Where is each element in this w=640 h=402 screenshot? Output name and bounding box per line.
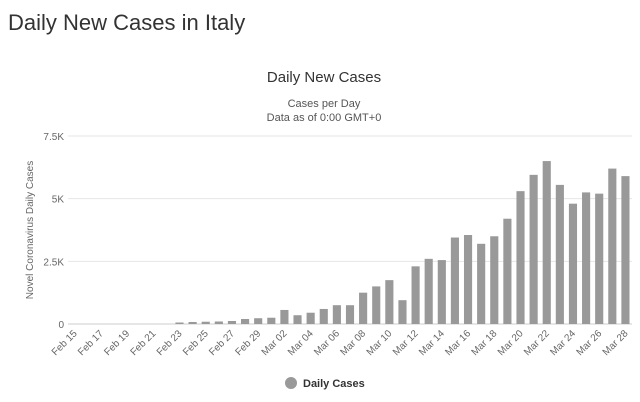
x-tick-label: Feb 17 — [76, 328, 106, 358]
bar[interactable] — [319, 308, 328, 324]
x-tick-label: Feb 21 — [129, 328, 159, 358]
bar-series-daily-cases — [175, 161, 630, 325]
x-tick-label: Mar 26 — [575, 328, 605, 358]
bar[interactable] — [582, 192, 591, 324]
x-tick-label: Mar 28 — [601, 328, 631, 358]
bar[interactable] — [516, 191, 525, 324]
x-tick-label: Mar 10 — [365, 328, 395, 358]
bar[interactable] — [542, 161, 551, 324]
x-tick-label: Mar 22 — [522, 328, 552, 358]
x-tick-label: Mar 06 — [312, 328, 342, 358]
bar[interactable] — [385, 280, 394, 324]
bar[interactable] — [568, 203, 578, 324]
chart-title: Daily New Cases — [267, 69, 381, 86]
x-tick-label: Feb 25 — [181, 328, 211, 358]
bar[interactable] — [306, 312, 315, 324]
bar[interactable] — [490, 236, 499, 324]
bar[interactable] — [254, 318, 263, 324]
x-tick-label: Feb 15 — [50, 328, 80, 358]
bar[interactable] — [175, 322, 184, 325]
y-tick-label: 0 — [58, 320, 64, 331]
bar[interactable] — [293, 315, 302, 324]
x-tick-label: Feb 19 — [102, 328, 132, 358]
bar[interactable] — [621, 176, 630, 324]
y-tick-label: 5K — [52, 195, 65, 206]
bar[interactable] — [503, 218, 512, 324]
bar[interactable] — [280, 309, 289, 324]
x-tick-label: Feb 27 — [207, 328, 237, 358]
bar[interactable] — [359, 292, 368, 324]
y-axis-ticks: 0 2.5K 5K 7.5K — [43, 132, 64, 331]
x-tick-label: Mar 04 — [286, 328, 316, 358]
x-tick-label: Mar 12 — [391, 328, 421, 358]
bar[interactable] — [450, 237, 459, 324]
page-title: Daily New Cases in Italy — [8, 10, 246, 35]
bar[interactable] — [267, 317, 276, 324]
bar[interactable] — [437, 260, 446, 324]
bar[interactable] — [529, 174, 538, 324]
chart-subtitle-line-2: Data as of 0:00 GMT+0 — [267, 112, 382, 124]
x-tick-label: Mar 16 — [443, 328, 473, 358]
x-tick-label: Mar 14 — [417, 328, 447, 358]
bar[interactable] — [463, 235, 473, 324]
bar[interactable] — [398, 300, 407, 324]
bar[interactable] — [411, 266, 420, 324]
bar[interactable] — [424, 258, 433, 324]
x-tick-label: Mar 20 — [496, 328, 526, 358]
bar[interactable] — [332, 305, 341, 324]
legend-item-daily-cases[interactable]: Daily Cases — [303, 378, 365, 390]
bar[interactable] — [345, 305, 355, 324]
bar[interactable] — [227, 320, 237, 324]
legend-marker[interactable] — [285, 377, 297, 389]
bar[interactable] — [372, 286, 381, 324]
legend[interactable]: Daily Cases — [285, 377, 365, 390]
bar[interactable] — [608, 168, 617, 324]
bar[interactable] — [214, 321, 223, 324]
gridlines — [68, 135, 632, 325]
x-tick-label: Mar 08 — [338, 328, 368, 358]
bar[interactable] — [555, 184, 564, 324]
y-tick-label: 7.5K — [43, 132, 64, 143]
x-tick-label: Mar 18 — [470, 328, 500, 358]
bar[interactable] — [595, 193, 604, 324]
y-axis-title: Novel Coronavirus Daily Cases — [25, 161, 36, 299]
x-tick-label: Feb 23 — [155, 328, 185, 358]
bar[interactable] — [188, 321, 197, 324]
x-tick-label: Feb 29 — [234, 328, 264, 358]
x-tick-label: Mar 02 — [260, 328, 290, 358]
x-tick-label: Mar 24 — [548, 328, 578, 358]
y-tick-label: 2.5K — [43, 257, 64, 268]
bar[interactable] — [241, 318, 250, 324]
bar[interactable] — [201, 321, 210, 324]
bar[interactable] — [477, 243, 486, 324]
chart-subtitle-line-1: Cases per Day — [288, 98, 361, 110]
